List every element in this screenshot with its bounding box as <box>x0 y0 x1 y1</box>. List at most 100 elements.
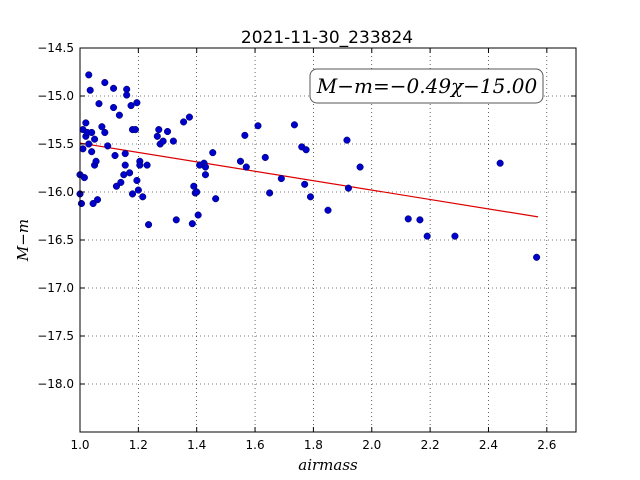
x-axis-label: airmass <box>298 456 358 474</box>
data-point <box>496 159 504 167</box>
data-point <box>163 127 172 136</box>
fit-annotation: M−m=−0.49χ−15.00 <box>309 68 544 104</box>
data-point <box>153 132 161 140</box>
y-tick-label: −15.0 <box>37 89 74 103</box>
data-point <box>172 216 180 224</box>
data-point <box>88 128 96 137</box>
data-point <box>121 150 129 158</box>
data-point <box>404 215 412 223</box>
x-tick-label: 1.2 <box>129 438 148 452</box>
data-point <box>93 196 102 204</box>
data-point <box>133 176 141 185</box>
data-point <box>241 131 249 139</box>
data-point <box>201 171 210 179</box>
data-point <box>254 122 262 130</box>
data-point <box>301 180 309 188</box>
data-point <box>133 99 141 107</box>
data-point <box>236 157 245 165</box>
annotation-text: M−m=−0.49χ−15.00 <box>316 74 538 98</box>
y-tick-label: −17.0 <box>37 281 74 295</box>
data-point <box>98 123 106 131</box>
data-point <box>143 161 151 169</box>
data-point <box>266 189 274 197</box>
x-tick-label: 1.4 <box>187 438 206 452</box>
data-point <box>343 136 351 144</box>
data-point <box>101 128 109 137</box>
data-point <box>85 71 93 79</box>
data-point <box>155 126 163 134</box>
y-tick-label: −17.5 <box>37 329 74 343</box>
data-point <box>77 199 86 208</box>
x-tick-label: 2.2 <box>421 438 440 452</box>
data-point <box>111 151 119 160</box>
data-point <box>123 91 131 99</box>
data-point <box>136 161 144 169</box>
data-point <box>127 102 135 110</box>
data-point <box>344 184 352 192</box>
data-point <box>416 216 424 224</box>
data-point <box>82 119 90 127</box>
data-point <box>533 253 541 261</box>
data-point <box>423 232 431 240</box>
y-tick-label: −16.5 <box>37 233 74 247</box>
chart-title: 2021-11-30_233824 <box>241 28 413 48</box>
x-tick-label: 2.0 <box>362 438 381 452</box>
data-point <box>145 221 153 229</box>
data-point <box>95 100 103 108</box>
data-point <box>110 103 118 112</box>
data-point <box>194 211 202 219</box>
data-point <box>185 113 193 121</box>
data-point <box>91 135 99 143</box>
data-point <box>121 161 129 169</box>
data-point <box>92 157 100 165</box>
data-point <box>139 193 147 201</box>
data-point <box>159 137 167 145</box>
data-point <box>190 182 198 190</box>
data-point <box>169 137 177 145</box>
data-point <box>115 111 123 119</box>
x-tick-label: 2.6 <box>537 438 556 452</box>
x-tick-label: 1.8 <box>304 438 323 452</box>
data-point <box>201 163 210 171</box>
data-points <box>76 71 541 261</box>
data-point <box>134 186 142 194</box>
data-point <box>277 175 285 183</box>
data-point <box>101 79 109 87</box>
y-tick-label: −15.5 <box>37 137 74 151</box>
y-axis-label: M−m <box>14 219 32 262</box>
fit-line <box>79 142 539 218</box>
fit-line-group <box>79 142 539 218</box>
data-point <box>88 148 96 156</box>
data-point <box>110 84 118 92</box>
data-point <box>188 220 196 228</box>
data-point <box>85 140 93 148</box>
annotation-box <box>309 68 544 104</box>
data-point <box>324 206 332 214</box>
data-point <box>79 145 87 153</box>
data-point <box>242 163 250 171</box>
data-point <box>104 142 112 150</box>
data-point <box>131 126 139 134</box>
y-tick-label: −14.5 <box>37 41 74 55</box>
data-point <box>290 121 298 129</box>
data-point <box>302 146 310 154</box>
data-point <box>451 232 459 240</box>
data-point <box>80 174 88 182</box>
data-point <box>306 193 315 201</box>
data-point <box>126 169 134 177</box>
data-point <box>212 195 220 203</box>
y-tick-label: −18.0 <box>37 377 74 391</box>
data-point <box>209 149 217 157</box>
data-point <box>128 190 137 198</box>
x-tick-label: 1.6 <box>246 438 265 452</box>
data-point <box>180 118 188 126</box>
data-point <box>86 86 94 94</box>
y-tick-label: −16.0 <box>37 185 74 199</box>
axis-ticks: 1.0 1.2 1.4 1.6 1.8 2.0 2.2 2.4 2.6 −14.5 −15.0 −15… <box>37 41 576 452</box>
data-point <box>193 188 201 196</box>
data-point <box>261 153 269 161</box>
data-point <box>117 178 125 186</box>
x-tick-label: 1.0 <box>70 438 89 452</box>
grid <box>79 47 576 432</box>
